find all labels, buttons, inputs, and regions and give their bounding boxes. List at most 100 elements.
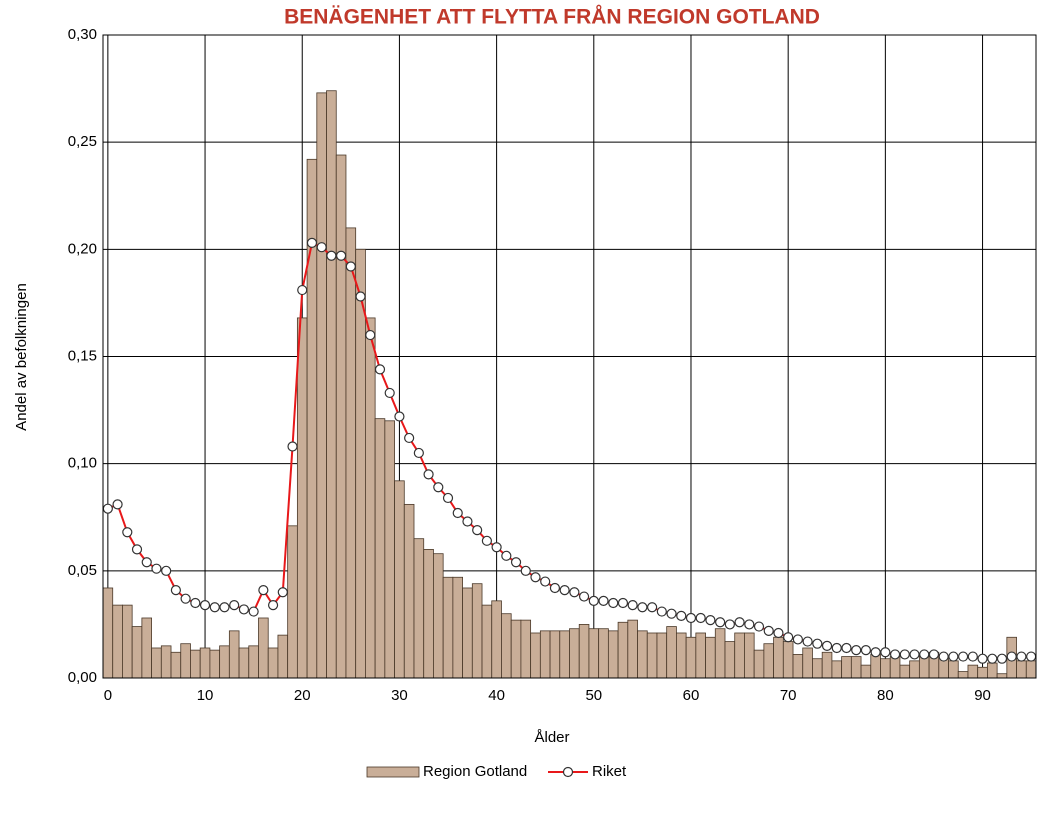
bar	[160, 645, 172, 679]
bar	[306, 158, 318, 679]
bar	[287, 525, 298, 679]
bar	[627, 619, 638, 679]
line-marker	[578, 591, 590, 602]
bar	[821, 651, 833, 679]
line-marker	[938, 651, 949, 662]
bar	[753, 649, 765, 679]
line-marker	[705, 615, 716, 626]
bar	[258, 617, 269, 679]
line-marker	[792, 634, 803, 645]
line-marker	[996, 653, 1008, 664]
bar	[860, 664, 872, 679]
bar	[190, 649, 201, 679]
x-tick-label: 0	[104, 687, 112, 704]
line-marker	[297, 284, 308, 296]
line-marker	[112, 499, 123, 510]
line-marker	[889, 649, 901, 660]
bar	[384, 420, 395, 679]
line-marker	[530, 572, 541, 583]
bar	[1016, 660, 1027, 679]
line-marker	[627, 600, 638, 611]
bar	[403, 503, 415, 679]
bar	[374, 418, 386, 679]
bar	[967, 664, 979, 679]
line-marker	[510, 557, 522, 568]
line-marker	[685, 612, 697, 624]
line-marker	[161, 565, 172, 576]
x-axis-label: Ålder	[534, 729, 569, 746]
line-marker	[141, 557, 152, 568]
line-marker	[316, 242, 327, 253]
line-marker	[540, 576, 551, 587]
bar	[598, 628, 609, 679]
line-marker	[598, 595, 609, 606]
x-tick-label: 80	[877, 687, 894, 704]
bar	[316, 92, 327, 679]
bar	[685, 636, 697, 679]
y-tick-label: 0,20	[68, 240, 97, 257]
bar	[841, 656, 852, 679]
line-marker	[647, 602, 658, 613]
bar	[462, 587, 473, 679]
bar	[112, 604, 123, 679]
bar	[569, 628, 580, 679]
line-marker	[238, 604, 250, 615]
line-marker	[277, 587, 288, 598]
x-tick-label: 20	[294, 687, 311, 704]
bar	[501, 613, 512, 679]
bar	[880, 658, 891, 679]
bar	[714, 628, 726, 679]
bar	[248, 645, 259, 679]
line-marker	[122, 527, 133, 538]
line-marker	[229, 600, 240, 611]
line-marker	[180, 593, 191, 604]
line-marker	[345, 261, 356, 272]
chart-title: BENÄGENHET ATT FLYTTA FRÅN REGION GOTLAN…	[284, 5, 820, 29]
line-marker	[588, 595, 599, 606]
line-marker	[812, 638, 823, 649]
bar	[578, 624, 590, 679]
line-marker	[248, 606, 259, 617]
bar	[267, 647, 279, 679]
bar	[889, 656, 901, 679]
bar	[617, 621, 629, 679]
bar	[782, 641, 794, 679]
bar	[413, 538, 425, 679]
line-marker	[374, 364, 386, 375]
bar	[646, 632, 658, 679]
line-marker	[501, 550, 512, 561]
bar	[539, 630, 551, 679]
line-marker	[1016, 651, 1027, 662]
line-marker	[423, 469, 434, 480]
y-tick-label: 0,05	[68, 562, 97, 579]
line-marker	[131, 544, 143, 555]
bar	[170, 651, 182, 679]
line-marker	[452, 507, 463, 519]
line-marker	[394, 411, 405, 422]
line-marker	[209, 602, 220, 613]
bar	[607, 630, 619, 679]
y-tick-label: 0,25	[68, 133, 97, 150]
line-marker	[821, 640, 833, 651]
line-marker	[413, 447, 424, 459]
bar	[734, 632, 745, 679]
x-tick-label: 90	[974, 687, 991, 704]
line-marker	[190, 597, 201, 609]
bar	[326, 90, 337, 679]
bar	[977, 666, 988, 679]
plot-border	[102, 34, 1037, 679]
bar	[481, 604, 493, 679]
line-marker	[559, 585, 570, 596]
line-marker	[802, 636, 813, 647]
line-marker	[695, 612, 706, 624]
bar	[209, 649, 221, 679]
line-marker	[549, 582, 561, 594]
bar	[423, 549, 434, 679]
bar	[452, 576, 463, 679]
line-marker	[520, 565, 531, 576]
bar	[1025, 660, 1037, 679]
line-marker	[569, 587, 580, 598]
x-tick-label: 30	[391, 687, 408, 704]
bar	[987, 662, 998, 679]
